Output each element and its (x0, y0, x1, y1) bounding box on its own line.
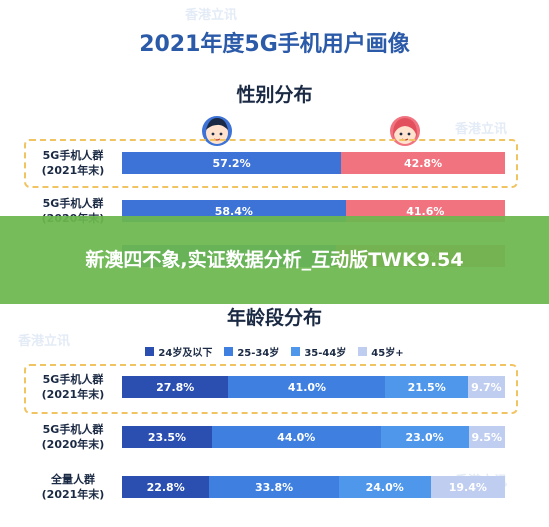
age-data-label: 21.5% (407, 380, 446, 394)
gender-data-label: 58.4% (214, 204, 253, 218)
age-bar-segment: 9.5% (468, 426, 505, 448)
age-row-label-line: 全量人群 (51, 473, 95, 486)
gender-row-label: 5G手机人群 (2021年末) (24, 148, 122, 178)
page-title: 2021年度5G手机用户画像 (139, 32, 410, 57)
female-avatar-icon (390, 116, 420, 146)
age-row-label: 5G手机人群 (2020年末) (24, 422, 122, 452)
gender-bar-row: 57.2% 42.8% (122, 152, 505, 174)
age-bar-row: 23.5% 44.0% 23.0% 9.5% (122, 426, 505, 448)
gender-bar-segment: 42.8% (341, 152, 505, 174)
highlight-box-age (24, 364, 518, 414)
age-bar-segment: 22.8% (122, 476, 210, 498)
legend-item-25-34: 25-34岁 (224, 344, 279, 359)
age-bar-segment: 41.0% (228, 376, 386, 398)
age-row-label: 全量人群 (2021年末) (24, 472, 122, 502)
legend-label: 24岁及以下 (158, 348, 213, 359)
legend-item-under-24: 24岁及以下 (145, 344, 212, 359)
age-bar-segment: 33.8% (209, 476, 339, 498)
age-bar-row: 22.8% 33.8% 24.0% 19.4% (122, 476, 505, 498)
legend-swatch (291, 347, 301, 356)
age-data-label: 33.8% (254, 480, 294, 494)
watermark-2: 香港立讯 (455, 122, 508, 137)
legend-label: 25-34岁 (237, 348, 280, 359)
legend-label: 45岁+ (371, 348, 404, 359)
age-data-label: 41.0% (287, 380, 327, 394)
legend-swatch (224, 347, 234, 356)
age-bar-segment: 9.7% (467, 376, 505, 398)
legend-item-45-plus: 45岁+ (358, 344, 404, 359)
age-data-label: 22.8% (146, 480, 185, 494)
age-row-label-line: (2021年末) (41, 388, 105, 401)
age-data-label: 27.8% (156, 380, 195, 394)
age-row-label: 5G手机人群 (2021年末) (24, 372, 122, 402)
gender-data-label: 41.6% (406, 204, 445, 218)
gender-row-label-line: 5G手机人群 (42, 197, 104, 210)
legend-swatch (358, 347, 368, 356)
age-bar-segment: 27.8% (122, 376, 229, 398)
age-data-label: 23.5% (147, 430, 187, 444)
age-row-label-line: (2020年末) (41, 438, 105, 451)
age-row-label-line: (2021年末) (41, 488, 105, 501)
gender-chart-title: 性别分布 (236, 84, 313, 106)
age-data-label: 9.7% (471, 380, 502, 394)
age-data-label: 19.4% (448, 480, 487, 494)
age-legend: 24岁及以下 25-34岁 35-44岁 45岁+ (0, 344, 549, 359)
gender-row-label-line: (2021年末) (41, 164, 105, 177)
gender-data-label: 42.8% (403, 156, 443, 170)
legend-swatch (145, 347, 155, 356)
legend-label: 35-44岁 (304, 348, 347, 359)
overlay-text: 新澳四不象,实证数据分析_互动版TWK9.54 (85, 249, 464, 271)
overlay-banner: 新澳四不象,实证数据分析_互动版TWK9.54 (0, 216, 549, 304)
age-data-label: 24.0% (365, 480, 404, 494)
gender-row-label-line: 5G手机人群 (42, 149, 104, 162)
highlight-box-gender (24, 139, 518, 188)
age-bar-segment: 19.4% (430, 476, 505, 498)
age-bar-segment: 23.0% (380, 426, 469, 448)
age-bar-segment: 24.0% (338, 476, 431, 498)
watermark-3: 香港立讯 (18, 334, 71, 349)
gender-data-label: 57.2% (212, 156, 251, 170)
age-bar-segment: 21.5% (385, 376, 468, 398)
legend-item-35-44: 35-44岁 (291, 344, 346, 359)
age-chart-title: 年龄段分布 (226, 307, 322, 329)
age-bar-row: 27.8% 41.0% 21.5% 9.7% (122, 376, 505, 398)
age-row-label-line: 5G手机人群 (42, 423, 104, 436)
gender-bar-segment: 57.2% (122, 152, 342, 174)
age-bar-segment: 23.5% (122, 426, 212, 448)
age-data-label: 9.5% (471, 430, 503, 444)
age-data-label: 23.0% (405, 430, 444, 444)
age-data-label: 44.0% (277, 430, 316, 444)
age-bar-segment: 44.0% (212, 426, 381, 448)
age-row-label-line: 5G手机人群 (42, 373, 104, 386)
watermark-1: 香港立讯 (185, 8, 238, 23)
